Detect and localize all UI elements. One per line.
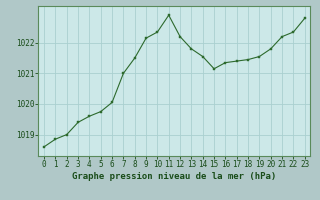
X-axis label: Graphe pression niveau de la mer (hPa): Graphe pression niveau de la mer (hPa) <box>72 172 276 181</box>
